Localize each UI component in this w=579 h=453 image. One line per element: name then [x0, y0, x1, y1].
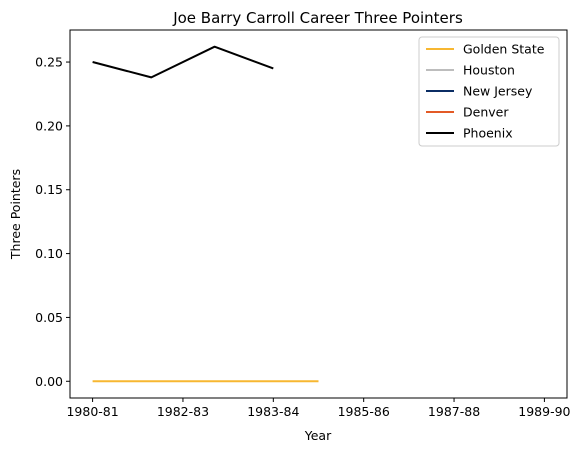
x-tick-label: 1980-81: [66, 404, 118, 419]
y-axis-label: Three Pointers: [8, 169, 23, 260]
x-tick-label: 1989-90: [518, 404, 570, 419]
legend-label-houston: Houston: [463, 63, 515, 78]
y-tick-label: 0.10: [35, 246, 63, 261]
y-tick-label: 0.25: [35, 55, 63, 70]
x-tick-label: 1983-84: [247, 404, 299, 419]
plot-frame: [69, 29, 568, 399]
x-tick-label: 1982-83: [157, 404, 209, 419]
legend-label-new-jersey: New Jersey: [463, 84, 533, 99]
x-tick-label: 1985-86: [338, 404, 390, 419]
chart-title: Joe Barry Carroll Career Three Pointers: [172, 9, 463, 27]
y-tick-label: 0.05: [35, 310, 63, 325]
legend-box: [418, 36, 560, 147]
legend: Golden State Houston New Jersey Denver Phoen…: [418, 36, 560, 147]
y-tick-label: 0.20: [35, 118, 63, 133]
series-lines: [92, 45, 319, 383]
legend-label-golden-state: Golden State: [463, 42, 545, 57]
x-axis: 1980-81 1982-83 1983-84 1985-86 1987-88 1989-…: [66, 398, 571, 419]
y-tick-label: 0.15: [35, 182, 63, 197]
x-axis-label: Year: [304, 428, 332, 443]
y-tick-label: 0.00: [35, 374, 63, 389]
legend-label-denver: Denver: [463, 105, 509, 120]
y-axis: 0.00 0.05 0.10 0.15 0.20 0.25: [35, 55, 70, 389]
series-line-phoenix: [92, 45, 274, 79]
legend-label-phoenix: Phoenix: [463, 126, 513, 141]
x-tick-label: 1987-88: [428, 404, 480, 419]
